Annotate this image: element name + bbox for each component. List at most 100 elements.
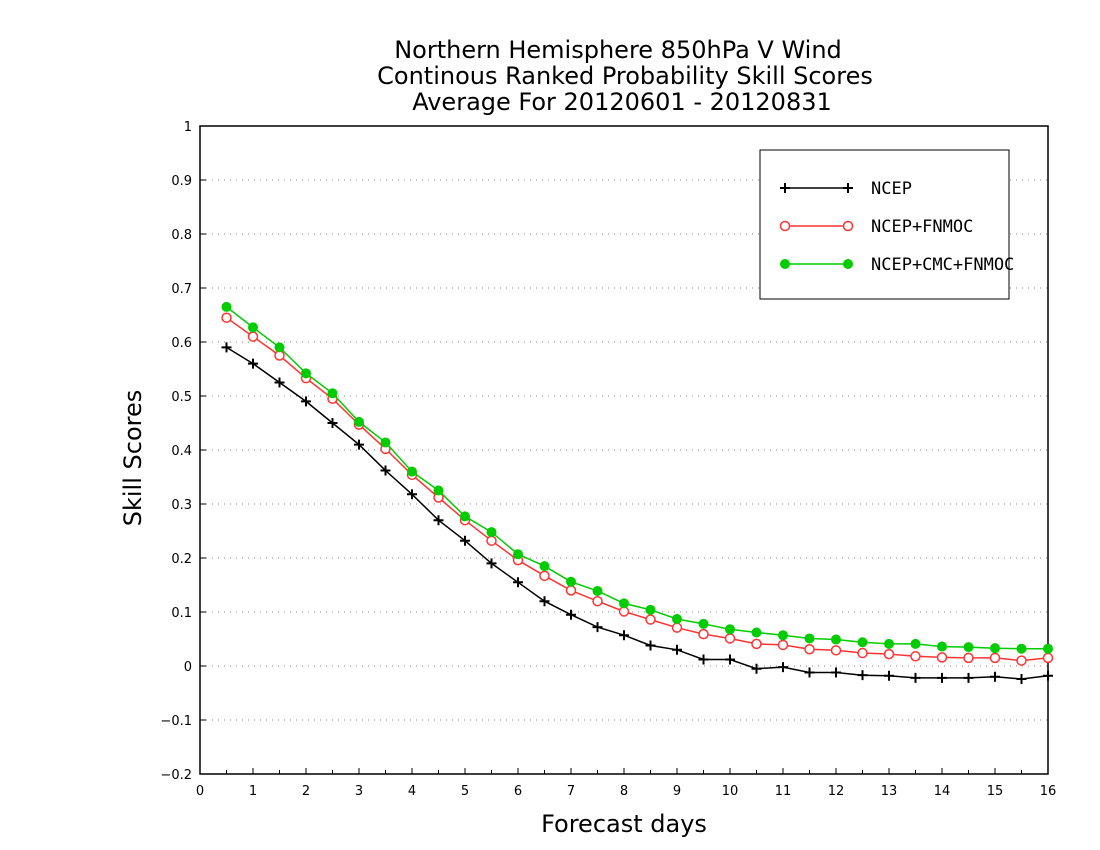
x-tick-label: 11: [775, 784, 792, 799]
data-point: [842, 220, 854, 232]
x-tick-label: 6: [514, 784, 522, 799]
data-point: [883, 648, 895, 660]
data-point: [780, 259, 790, 269]
x-tick-label: 14: [934, 784, 951, 799]
series-line: [226, 317, 1049, 662]
data-point: [804, 644, 815, 655]
legend-box: [759, 149, 1010, 300]
legend-label: NCEP+CMC+FNMOC: [871, 255, 1014, 275]
data-point: [989, 652, 1001, 664]
data-point: [843, 183, 853, 193]
legend-item: NCEP+CMC+FNMOC: [780, 255, 1014, 275]
y-tick-label: 0.1: [171, 606, 192, 621]
x-tick-label: 10: [722, 784, 739, 799]
data-point: [619, 598, 629, 609]
y-tick-label: 0.6: [171, 336, 192, 351]
data-point: [221, 312, 232, 323]
data-point: [221, 342, 232, 353]
y-tick-label: 0.7: [171, 282, 192, 297]
data-point: [274, 342, 285, 353]
data-point: [698, 654, 709, 665]
data-point: [247, 331, 259, 342]
data-point: [724, 633, 736, 644]
data-point: [672, 644, 682, 655]
data-point: [990, 643, 1000, 654]
legend-label: NCEP: [871, 179, 912, 199]
data-point: [777, 639, 789, 651]
axis-ticks: −0.2−0.100.10.20.30.40.50.60.70.80.910 1 2…: [160, 120, 1056, 799]
x-tick-label: 4: [408, 784, 416, 799]
y-tick-label: 0.2: [171, 552, 192, 567]
data-point: [274, 377, 285, 388]
data-point: [698, 628, 709, 640]
data-point: [380, 465, 391, 476]
data-point: [513, 549, 523, 560]
chart-title-line-1: Northern Hemisphere 850hPa V Wind: [394, 36, 842, 64]
data-point: [804, 667, 815, 678]
data-point: [778, 662, 788, 673]
y-tick-label: 0.5: [171, 390, 192, 405]
series-ncep-fnmoc: [221, 312, 1054, 666]
data-point: [698, 618, 709, 629]
x-tick-label: 9: [673, 784, 681, 799]
data-point: [301, 368, 311, 379]
data-point: [592, 622, 603, 633]
legend-item: NCEP: [780, 179, 912, 199]
data-point: [857, 647, 868, 659]
data-point: [566, 609, 576, 620]
data-point: [619, 630, 629, 641]
data-point: [565, 585, 577, 596]
data-point: [963, 672, 974, 683]
data-point: [910, 638, 921, 649]
data-point: [857, 637, 868, 648]
data-point: [1043, 643, 1053, 654]
series-ncep: [221, 342, 1053, 684]
data-point: [354, 439, 364, 450]
data-point: [645, 614, 656, 625]
data-point: [539, 596, 550, 607]
data-point: [751, 638, 762, 650]
data-point: [433, 515, 444, 526]
data-point: [937, 672, 947, 683]
x-tick-label: 13: [881, 784, 898, 799]
data-point: [433, 485, 444, 496]
y-tick-label: 0: [184, 660, 192, 675]
data-point: [248, 322, 258, 333]
data-point: [460, 535, 470, 546]
data-point: [327, 418, 338, 428]
series-lines: [221, 301, 1054, 684]
data-point: [725, 624, 735, 635]
data-point: [779, 220, 791, 232]
data-point: [539, 561, 550, 572]
data-point: [831, 667, 841, 678]
y-tick-label: 0.4: [171, 444, 192, 459]
data-point: [380, 437, 391, 448]
data-point: [1016, 673, 1027, 684]
data-point: [884, 638, 894, 649]
data-point: [513, 577, 523, 588]
data-point: [725, 654, 735, 665]
data-point: [221, 301, 232, 312]
data-point: [592, 595, 603, 607]
data-point: [592, 585, 603, 596]
data-point: [843, 259, 853, 269]
data-point: [937, 641, 947, 652]
y-tick-label: 0.8: [171, 228, 192, 243]
data-point: [963, 642, 974, 653]
data-point: [910, 672, 921, 683]
data-point: [831, 634, 841, 645]
data-point: [407, 489, 417, 500]
chart-title: Northern Hemisphere 850hPa V Wind Contin…: [377, 36, 873, 116]
data-point: [486, 558, 497, 569]
data-point: [486, 535, 497, 546]
x-tick-label: 16: [1040, 784, 1057, 799]
data-point: [963, 652, 974, 664]
y-tick-label: 0.9: [171, 174, 192, 189]
series-line: [226, 306, 1048, 650]
x-tick-label: 12: [828, 784, 845, 799]
data-point: [857, 670, 868, 681]
data-point: [778, 630, 788, 641]
data-point: [1043, 670, 1053, 681]
x-tick-label: 8: [620, 784, 628, 799]
